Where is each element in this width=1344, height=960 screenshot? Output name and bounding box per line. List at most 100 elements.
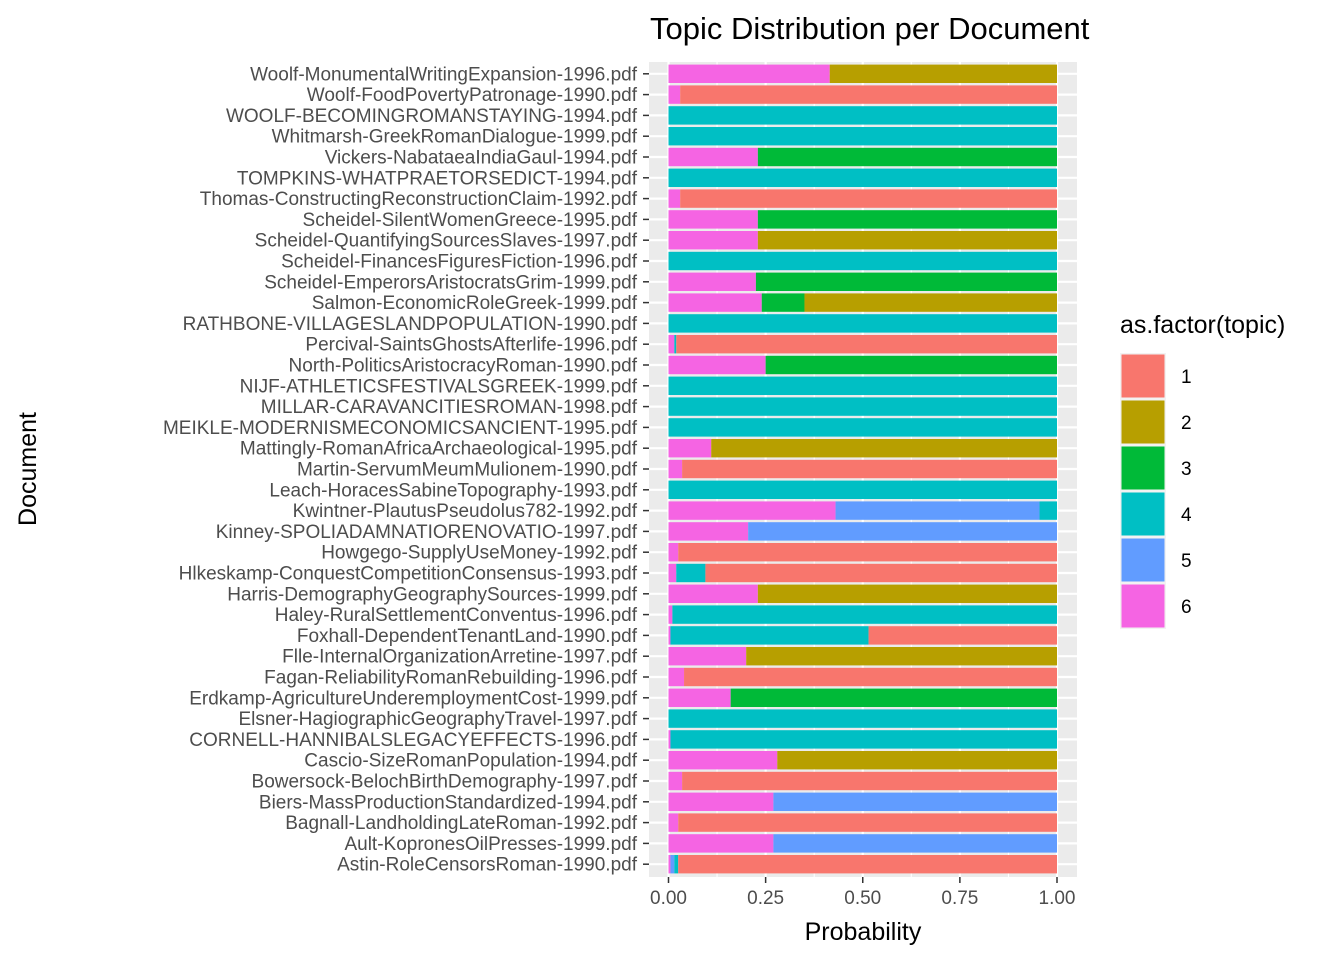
bar-segment-topic-3 — [765, 355, 1057, 375]
x-axis-title: Probability — [805, 918, 922, 946]
x-tick-label: 1.00 — [1039, 888, 1076, 909]
bars-layer — [668, 64, 1057, 874]
bar-segment-topic-6 — [668, 751, 778, 770]
legend-label: 5 — [1181, 551, 1192, 572]
chart-title: Topic Distribution per Document — [650, 11, 1090, 46]
legend-label: 4 — [1181, 505, 1192, 526]
y-tick-label: Kwintner-PlautusPseudolus782-1992.pdf — [293, 501, 638, 522]
bar-segment-topic-4 — [668, 106, 1057, 125]
y-tick-label: Bowersock-BelochBirthDemography-1997.pdf — [252, 772, 638, 793]
y-tick-label: Whitmarsh-GreekRomanDialogue-1999.pdf — [272, 127, 638, 148]
bar-segment-topic-6 — [668, 605, 673, 624]
y-tick-label: RATHBONE-VILLAGESLANDPOPULATION-1990.pdf — [183, 314, 638, 335]
bar-segment-topic-1 — [684, 667, 1057, 687]
y-tick-label: Woolf-MonumentalWritingExpansion-1996.pd… — [250, 64, 638, 85]
y-tick-label: Erdkamp-AgricultureUnderemploymentCost-1… — [189, 688, 637, 709]
bar-segment-topic-1 — [680, 189, 1057, 208]
bar-segment-topic-2 — [711, 439, 1057, 458]
x-tick-label: 0.00 — [650, 888, 687, 909]
bar-segment-topic-6 — [668, 439, 712, 458]
bar-segment-topic-6 — [668, 355, 766, 375]
bar-segment-topic-4 — [668, 251, 1057, 271]
y-tick-label: Vickers-NabataeaIndiaGaul-1994.pdf — [325, 148, 638, 169]
y-tick-label: Haley-RuralSettlementConventus-1996.pdf — [275, 605, 638, 626]
legend-label: 3 — [1181, 459, 1192, 480]
bar-segment-topic-4 — [1039, 501, 1057, 520]
bar-segment-topic-4 — [668, 127, 1057, 146]
bar-segment-topic-6 — [668, 210, 758, 229]
y-tick-label: Martin-ServumMeumMulionem-1990.pdf — [297, 460, 638, 481]
bar-segment-topic-3 — [757, 210, 1057, 229]
bar-segment-topic-6 — [668, 522, 749, 541]
bar-segment-topic-6 — [668, 792, 774, 811]
y-tick-label: Fagan-ReliabilityRomanRebuilding-1996.pd… — [264, 668, 638, 689]
bar-segment-topic-1 — [678, 855, 1057, 874]
y-tick-label: Howgego-SupplyUseMoney-1992.pdf — [321, 543, 638, 564]
bar-segment-topic-6 — [668, 147, 758, 167]
legend-swatch-topic-4 — [1121, 492, 1165, 536]
bar-segment-topic-4 — [668, 168, 1057, 187]
y-tick-label: Mattingly-RomanAfricaArchaeological-1995… — [240, 439, 638, 460]
bar-segment-topic-5 — [670, 855, 675, 874]
legend-swatch-topic-3 — [1121, 446, 1165, 490]
bar-segment-topic-6 — [668, 813, 679, 832]
legend-label: 6 — [1181, 597, 1192, 618]
bar-segment-topic-2 — [757, 231, 1057, 250]
y-tick-label: Biers-MassProductionStandardized-1994.pd… — [259, 792, 638, 813]
bar-segment-topic-1 — [678, 543, 1057, 562]
x-tick-label: 0.50 — [844, 888, 881, 909]
bar-segment-topic-2 — [777, 751, 1057, 770]
bar-segment-topic-6 — [668, 335, 675, 354]
bar-segment-topic-6 — [668, 543, 679, 562]
bar-segment-topic-6 — [668, 730, 671, 749]
y-tick-label: Scheidel-QuantifyingSourcesSlaves-1997.p… — [255, 231, 638, 252]
bar-segment-topic-1 — [680, 85, 1057, 104]
bar-segment-topic-4 — [668, 709, 1057, 728]
bar-segment-topic-1 — [682, 771, 1057, 791]
bar-segment-topic-3 — [757, 147, 1057, 167]
bar-segment-topic-6 — [668, 834, 774, 853]
bar-segment-topic-3 — [761, 293, 805, 312]
bar-segment-topic-4 — [670, 730, 1057, 749]
y-tick-label: Leach-HoracesSabineTopography-1993.pdf — [269, 480, 637, 501]
bar-segment-topic-4 — [668, 480, 1057, 499]
bar-segment-topic-6 — [668, 293, 762, 312]
y-tick-label: Kinney-SPOLIADAMNATIORENOVATIO-1997.pdf — [216, 522, 638, 543]
bar-segment-topic-2 — [829, 64, 1057, 83]
y-axis: Woolf-MonumentalWritingExpansion-1996.pd… — [163, 64, 649, 876]
y-tick-label: Salmon-EconomicRoleGreek-1999.pdf — [312, 293, 638, 314]
y-tick-label: CORNELL-HANNIBALSLEGACYEFFECTS-1996.pdf — [189, 730, 637, 751]
y-tick-label: Elsner-HagiographicGeographyTravel-1997.… — [238, 709, 637, 730]
y-tick-label: MILLAR-CARAVANCITIESROMAN-1998.pdf — [261, 397, 638, 418]
bar-segment-topic-6 — [668, 563, 677, 583]
bar-segment-topic-6 — [668, 647, 747, 666]
bar-segment-topic-4 — [668, 376, 1057, 395]
legend-label: 2 — [1181, 413, 1192, 434]
bar-segment-topic-6 — [668, 501, 836, 520]
x-axis: 0.00 0.25 0.50 0.75 1.00 — [650, 877, 1075, 909]
bar-segment-topic-5 — [835, 501, 1040, 520]
bar-segment-topic-6 — [668, 584, 758, 603]
x-tick-label: 0.75 — [941, 888, 978, 909]
bar-segment-topic-4 — [668, 418, 1057, 437]
y-tick-label: Hlkeskamp-ConquestCompetitionConsensus-1… — [179, 564, 638, 585]
bar-segment-topic-6 — [668, 771, 683, 791]
y-tick-label: Ault-KopronesOilPresses-1999.pdf — [344, 834, 637, 855]
bar-segment-topic-2 — [746, 647, 1057, 666]
bar-segment-topic-2 — [757, 584, 1057, 603]
y-tick-label: Scheidel-SilentWomenGreece-1995.pdf — [303, 210, 638, 231]
legend-swatch-topic-1 — [1121, 354, 1165, 398]
bar-segment-topic-6 — [668, 231, 758, 250]
y-tick-label: Cascio-SizeRomanPopulation-1994.pdf — [304, 751, 637, 772]
bar-segment-topic-4 — [674, 855, 679, 874]
y-tick-label: Scheidel-EmperorsAristocratsGrim-1999.pd… — [264, 272, 637, 293]
bar-segment-topic-3 — [755, 272, 1057, 291]
bar-segment-topic-4 — [668, 314, 1057, 333]
bar-segment-topic-2 — [804, 293, 1057, 312]
bar-segment-topic-3 — [730, 688, 1057, 707]
y-tick-label: NIJF-ATHLETICSFESTIVALSGREEK-1999.pdf — [240, 376, 638, 397]
bar-segment-topic-5 — [773, 834, 1057, 853]
bar-segment-topic-6 — [668, 667, 685, 687]
bar-segment-topic-4 — [672, 605, 1057, 624]
